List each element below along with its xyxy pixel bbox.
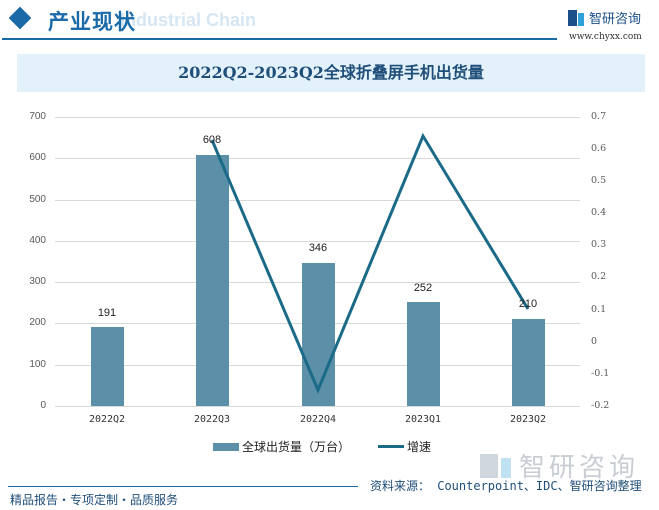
- x-axis-label: 2023Q1: [404, 414, 442, 425]
- right-axis-tick: 0.6: [591, 143, 607, 154]
- right-axis-tick: 0.4: [591, 207, 607, 218]
- gridline: [55, 158, 580, 159]
- x-axis-label: 2023Q2: [509, 414, 547, 425]
- right-axis-tick: 0.5: [591, 175, 607, 186]
- bar-value-label: 210: [518, 298, 538, 310]
- watermark: 智研咨询: [480, 447, 639, 484]
- bar-2022Q2: [91, 327, 124, 406]
- footer-divider: [8, 486, 358, 487]
- section-watermark: Industrial Chain: [120, 10, 257, 30]
- gridline: [55, 241, 580, 242]
- bar-2023Q1: [407, 302, 440, 406]
- left-axis-tick: 400: [29, 235, 46, 246]
- right-axis-tick: 0.3: [591, 239, 607, 250]
- x-axis-label: 2022Q4: [299, 414, 337, 425]
- left-axis-tick: 700: [29, 111, 46, 122]
- gridline: [55, 200, 580, 201]
- brand: 智研咨询: [568, 8, 641, 27]
- x-axis-label: 2022Q3: [193, 414, 231, 425]
- left-axis-tick: 600: [29, 152, 46, 163]
- bar-2022Q4: [302, 263, 335, 406]
- bar-value-label: 252: [413, 282, 433, 294]
- brand-name: 智研咨询: [589, 12, 642, 27]
- bar-2023Q2: [512, 319, 545, 406]
- x-axis-line: [55, 406, 580, 407]
- bar-value-label: 608: [202, 134, 222, 146]
- legend-label: 全球出货量（万台）: [242, 440, 351, 454]
- bar-2022Q3: [196, 155, 229, 406]
- left-axis-tick: 300: [29, 276, 46, 287]
- right-axis-tick: 0.7: [591, 111, 607, 122]
- bar-value-label: 346: [308, 242, 328, 254]
- bar-value-label: 191: [97, 307, 117, 319]
- brand-url: www.chyxx.com: [569, 32, 642, 42]
- right-axis-tick: -0.2: [591, 400, 610, 411]
- gridline: [55, 117, 580, 118]
- legend-item-growth: 增速: [378, 438, 431, 455]
- legend-item-shipments: 全球出货量（万台）: [213, 438, 350, 455]
- left-axis-tick: 200: [29, 317, 46, 328]
- watermark-text: 智研咨询: [519, 453, 640, 483]
- left-axis-tick: 100: [29, 359, 46, 370]
- watermark-logo-icon: [480, 453, 511, 478]
- right-axis-tick: 0.1: [591, 304, 607, 315]
- legend-line-swatch-icon: [378, 445, 404, 448]
- right-axis-tick: -0.1: [591, 368, 610, 379]
- left-axis-tick: 500: [29, 194, 46, 205]
- tagline: 精品报告・专项定制・品质服务: [10, 493, 179, 507]
- legend-label: 增速: [407, 440, 432, 454]
- source-note: 资料来源： Counterpoint、IDC、智研咨询整理: [370, 479, 642, 493]
- right-axis-tick: 0: [591, 336, 598, 347]
- right-axis-tick: 0.2: [591, 271, 607, 282]
- left-axis-tick: 0: [40, 400, 46, 411]
- header-divider: [2, 38, 557, 40]
- legend: 全球出货量（万台） 增速: [0, 438, 659, 456]
- section-title: 产业现状: [48, 9, 136, 34]
- header: Industrial Chain 产业现状 智研咨询 www.chyxx.com: [0, 0, 659, 44]
- chart-title-band: 2022Q2-2023Q2全球折叠屏手机出货量: [17, 54, 645, 92]
- chart-title: 2022Q2-2023Q2全球折叠屏手机出货量: [178, 63, 484, 82]
- brand-logo-icon: [568, 9, 584, 26]
- legend-bar-swatch-icon: [213, 442, 239, 451]
- x-axis-label: 2022Q2: [88, 414, 126, 425]
